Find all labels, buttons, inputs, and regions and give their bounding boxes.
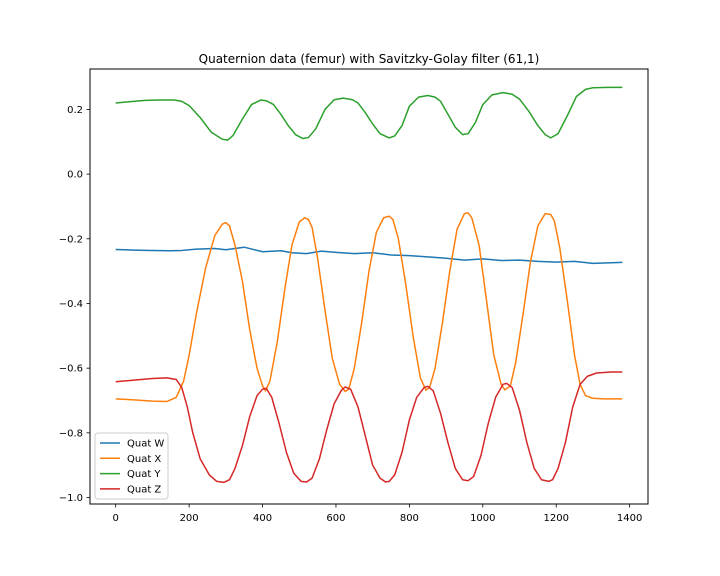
legend-box xyxy=(94,432,169,500)
y-tick-label: −0.6 xyxy=(59,364,83,375)
x-tick-label: 1200 xyxy=(543,513,568,524)
y-tick-label: 0.2 xyxy=(67,105,83,116)
x-axis: 0 200 400 600 800 1000 1200 1400 xyxy=(113,504,642,524)
x-tick-label: 1400 xyxy=(617,513,642,524)
series-line-quat-y xyxy=(115,86,623,141)
plot-area xyxy=(115,86,623,484)
series-line-quat-w xyxy=(115,246,623,265)
series-line-quat-x xyxy=(115,212,623,403)
y-tick-label: −1.0 xyxy=(59,493,83,504)
x-tick-label: 0 xyxy=(113,513,119,524)
x-tick-label: 400 xyxy=(253,513,272,524)
y-tick-label: −0.2 xyxy=(59,234,83,245)
x-tick-label: 600 xyxy=(326,513,345,524)
y-tick-label: −0.4 xyxy=(59,299,83,310)
y-axis: −1.0 −0.8 −0.6 −0.4 −0.2 0.0 0.2 xyxy=(59,105,90,504)
legend: Quat W Quat X Quat Y Quat Z xyxy=(94,432,169,500)
x-tick-label: 200 xyxy=(180,513,199,524)
x-tick-label: 800 xyxy=(400,513,419,524)
chart-title: Quaternion data (femur) with Savitzky-Go… xyxy=(199,52,540,66)
series-layer xyxy=(115,86,623,484)
legend-label: Quat Y xyxy=(127,469,161,480)
legend-label: Quat W xyxy=(127,439,164,450)
y-tick-label: −0.8 xyxy=(59,428,83,439)
plot-frame xyxy=(89,68,649,505)
y-tick-label: 0.0 xyxy=(67,170,83,181)
legend-label: Quat X xyxy=(127,454,161,465)
legend-label: Quat Z xyxy=(127,484,161,495)
series-line-quat-z xyxy=(115,371,623,484)
x-tick-label: 1000 xyxy=(470,513,495,524)
